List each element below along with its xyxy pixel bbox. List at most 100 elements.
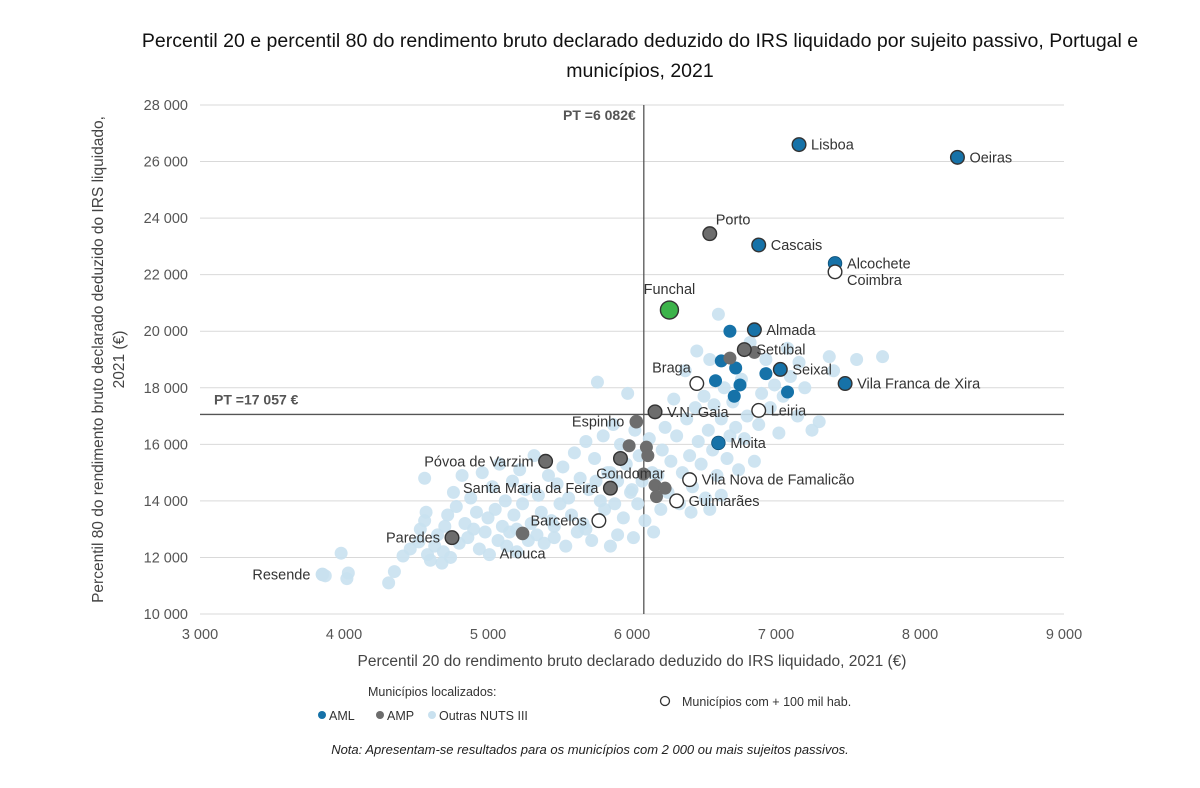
point-v-n-gaia bbox=[647, 404, 663, 420]
point-guimar-es bbox=[669, 493, 685, 509]
point-amp bbox=[648, 478, 662, 492]
point-aml bbox=[709, 374, 723, 388]
legend-other-marker bbox=[428, 711, 436, 719]
point-other bbox=[505, 474, 519, 488]
point-other bbox=[567, 446, 581, 460]
point-other bbox=[585, 533, 599, 547]
point-funchal bbox=[659, 300, 680, 320]
point-other bbox=[588, 451, 602, 465]
point-other bbox=[651, 468, 665, 482]
point-other bbox=[732, 463, 746, 477]
label-gondomar: Gondomar bbox=[596, 466, 665, 482]
point-other bbox=[876, 350, 890, 364]
point-other bbox=[737, 432, 751, 446]
point-set-bal bbox=[736, 342, 752, 358]
ref-line-x-label: PT =6 082€ bbox=[563, 107, 636, 123]
point-other bbox=[438, 519, 452, 533]
label-barcelos: Barcelos bbox=[530, 514, 586, 530]
label-arouca: Arouca bbox=[500, 546, 547, 562]
point-other bbox=[493, 457, 507, 471]
point-other bbox=[720, 451, 734, 465]
point-other bbox=[485, 480, 499, 494]
point-other bbox=[710, 468, 724, 482]
point-other bbox=[444, 550, 458, 564]
label-seixal: Seixal bbox=[792, 362, 832, 378]
point-vila-nova-de-famalic-o bbox=[682, 472, 698, 488]
point-other bbox=[498, 494, 512, 508]
point-other bbox=[562, 491, 576, 505]
label-vila-nova-de-famalic-o: Vila Nova de Famalicão bbox=[702, 473, 855, 489]
label-paredes: Paredes bbox=[386, 531, 440, 547]
point-other bbox=[603, 466, 617, 480]
legend-large-label: Municípios com + 100 mil hab. bbox=[682, 695, 851, 709]
point-other bbox=[691, 435, 705, 449]
point-other bbox=[792, 355, 806, 369]
label-resende: Resende bbox=[252, 567, 310, 583]
point-other bbox=[670, 429, 684, 443]
point-other bbox=[647, 525, 661, 539]
point-other bbox=[431, 528, 445, 542]
label-funchal: Funchal bbox=[644, 282, 696, 298]
point-other bbox=[510, 545, 524, 559]
legend-large-marker bbox=[659, 695, 671, 707]
reference-lines: PT =6 082€ PT =17 057 € bbox=[200, 105, 1064, 614]
point-other bbox=[507, 508, 521, 522]
y-tick-label: 12 000 bbox=[144, 550, 188, 566]
point-other bbox=[707, 398, 721, 412]
point-other bbox=[469, 505, 483, 519]
point-other bbox=[684, 505, 698, 519]
legend-aml-marker bbox=[318, 711, 326, 719]
point-other bbox=[654, 502, 668, 516]
point-aml bbox=[781, 385, 795, 399]
point-other bbox=[694, 457, 708, 471]
point-other bbox=[680, 412, 694, 426]
x-tick-label: 6 000 bbox=[614, 627, 650, 643]
y-tick-label: 20 000 bbox=[144, 324, 188, 340]
point-other bbox=[717, 381, 731, 395]
point-other bbox=[446, 485, 460, 499]
chart-title-line-2: municípios, 2021 bbox=[566, 60, 714, 82]
point-other bbox=[441, 508, 455, 522]
point-other bbox=[524, 517, 538, 531]
point-other bbox=[541, 468, 555, 482]
point-other bbox=[531, 488, 545, 502]
point-other bbox=[418, 471, 432, 485]
point-other bbox=[603, 539, 617, 553]
point-espinho bbox=[629, 414, 644, 429]
footnote: Nota: Apresentam-se resultados para os m… bbox=[331, 742, 849, 757]
legend-amp-label: AMP bbox=[387, 709, 414, 723]
point-other bbox=[664, 454, 678, 468]
label-oeiras: Oeiras bbox=[969, 150, 1012, 166]
point-other bbox=[631, 497, 645, 511]
point-other bbox=[596, 429, 610, 443]
point-lisboa bbox=[791, 137, 807, 153]
y-axis-title-line-1: Percentil 80 do rendimento bruto declara… bbox=[90, 116, 107, 603]
point-other bbox=[729, 420, 743, 434]
point-other bbox=[714, 412, 728, 426]
y-axis-title: Percentil 80 do rendimento bruto declara… bbox=[90, 116, 128, 603]
point-other bbox=[606, 418, 620, 432]
point-other bbox=[611, 528, 625, 542]
x-tick-label: 3 000 bbox=[182, 627, 218, 643]
legend-header: Municípios localizados: bbox=[368, 685, 497, 699]
point-other bbox=[768, 378, 782, 392]
point-other bbox=[530, 528, 544, 542]
point-other bbox=[500, 539, 514, 553]
axes: 10 000 12 000 14 000 16 000 18 000 20 000 22 0… bbox=[90, 98, 1082, 670]
point-other bbox=[698, 491, 712, 505]
legend-other-label: Outras NUTS III bbox=[439, 709, 528, 723]
point-other bbox=[772, 426, 786, 440]
point-other bbox=[547, 519, 561, 533]
point-other bbox=[667, 392, 681, 406]
point-other bbox=[589, 474, 603, 488]
point-other bbox=[455, 468, 469, 482]
point-other bbox=[626, 531, 640, 545]
y-tick-label: 10 000 bbox=[144, 607, 188, 623]
point-other bbox=[573, 471, 587, 485]
point-other bbox=[701, 423, 715, 437]
point-other bbox=[608, 497, 622, 511]
y-tick-label: 14 000 bbox=[144, 494, 188, 510]
point-amp bbox=[637, 467, 651, 481]
legend-aml-label: AML bbox=[329, 709, 355, 723]
label-p-voa-de-varzim: Póvoa de Varzim bbox=[424, 454, 533, 470]
